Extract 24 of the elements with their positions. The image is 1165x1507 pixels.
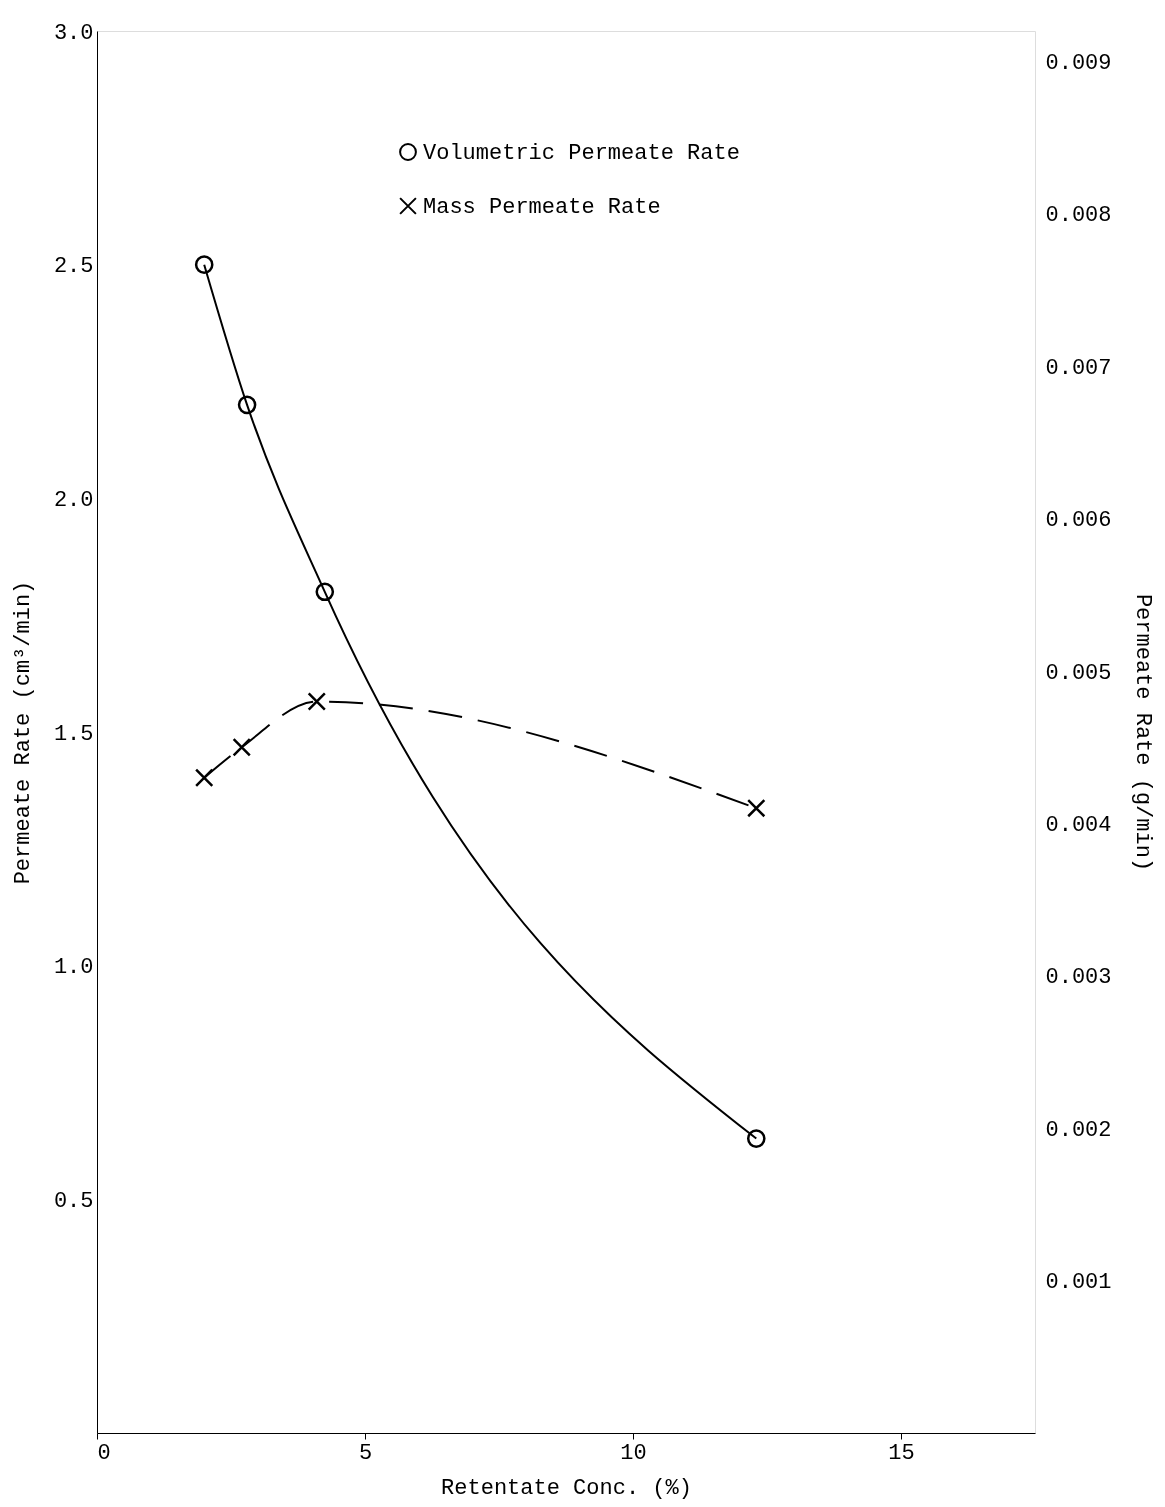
y2-axis-title: Permeate Rate (g/min) <box>1129 593 1155 872</box>
x-tick-label: 5 <box>358 1440 373 1466</box>
y2-tick-label: 0.001 <box>1045 1270 1112 1296</box>
y2-tick-label: 0.002 <box>1045 1117 1112 1143</box>
y2-tick-label: 0.004 <box>1045 812 1112 838</box>
y-tick-label: 1.5 <box>53 721 94 747</box>
y2-tick-label: 0.006 <box>1045 508 1112 534</box>
legend-label: Mass Permeate Rate <box>423 195 661 220</box>
y2-tick-label: 0.009 <box>1045 50 1112 76</box>
y2-tick-label: 0.008 <box>1045 203 1112 229</box>
y-tick-label: 0.5 <box>53 1188 94 1214</box>
x-tick-label: 10 <box>620 1440 647 1466</box>
x-tick-label: 0 <box>97 1440 111 1466</box>
y-axis-title: Permeate Rate (cm³/min) <box>10 580 36 885</box>
y-tick-label: 2.0 <box>53 487 94 513</box>
y-tick-label: 2.5 <box>53 254 94 280</box>
y2-tick-label: 0.003 <box>1045 965 1112 991</box>
y-tick-label: 1.0 <box>53 955 94 981</box>
legend-label: Volumetric Permeate Rate <box>423 141 740 166</box>
y-tick-label: 3.0 <box>53 20 94 46</box>
y2-tick-label: 0.005 <box>1045 660 1112 686</box>
x-tick-label: 15 <box>888 1440 915 1466</box>
x-axis-title: Retentate Conc. (%) <box>441 1475 692 1501</box>
y2-tick-label: 0.007 <box>1045 355 1112 381</box>
